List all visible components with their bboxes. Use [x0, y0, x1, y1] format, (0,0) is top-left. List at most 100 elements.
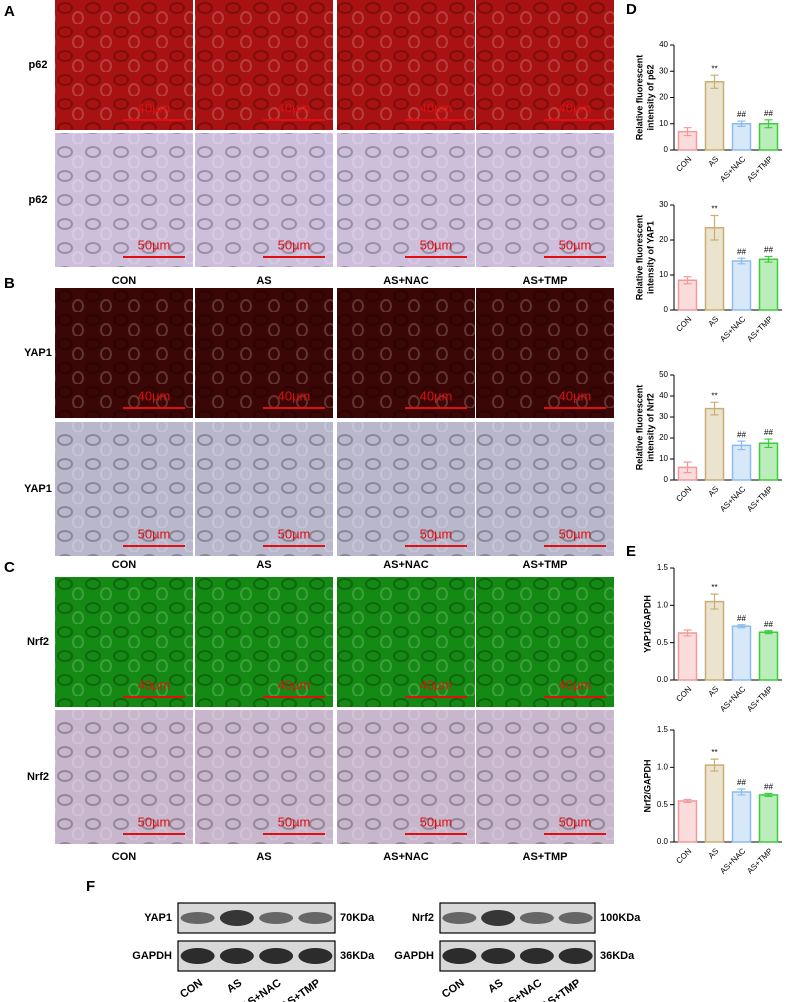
- y-tick-label: 1.0: [657, 600, 669, 609]
- error-bar: [683, 461, 692, 474]
- scale-label: 50µm: [559, 237, 592, 252]
- panel-label: A: [4, 3, 15, 20]
- scale-label: 50µm: [420, 237, 453, 252]
- error-bar: [737, 440, 746, 451]
- micrograph-texture: [476, 422, 614, 556]
- error-bar: [710, 74, 719, 89]
- error-bar: [710, 214, 719, 241]
- scale-label: 50µm: [138, 237, 171, 252]
- micrograph-texture: [337, 288, 475, 418]
- blot-size: 70KDa: [340, 912, 375, 924]
- row-label: Nrf2: [27, 636, 49, 648]
- significance: **: [711, 748, 717, 757]
- micrograph-texture: [337, 133, 475, 267]
- significance: ##: [764, 620, 773, 629]
- micrograph-texture: [337, 0, 475, 130]
- y-axis-label: Nrf2/GAPDH: [642, 759, 652, 812]
- significance: ##: [737, 430, 746, 439]
- y-tick-label: 0.0: [657, 675, 669, 684]
- micrograph-texture: [337, 710, 475, 844]
- row-label: p62: [29, 59, 48, 71]
- lane-label: AS: [225, 977, 244, 996]
- micrograph-texture: [195, 288, 333, 418]
- x-tick-label: AS+NAC: [718, 684, 747, 713]
- bar: [731, 444, 752, 481]
- panel-label: D: [626, 1, 637, 18]
- bar: [704, 407, 725, 481]
- lane-label: AS+NAC: [239, 977, 283, 1002]
- error-bar: [683, 276, 692, 285]
- micrograph-texture: [195, 577, 333, 707]
- blot-label: YAP1: [144, 912, 172, 924]
- scale-label: 50µm: [420, 814, 453, 829]
- significance: ##: [737, 778, 746, 787]
- y-axis-label: intensity of YAP1: [645, 221, 655, 294]
- bar: [677, 279, 698, 311]
- significance: ##: [764, 783, 773, 792]
- bar: [758, 258, 779, 311]
- bar: [704, 764, 725, 843]
- bar: [704, 81, 725, 151]
- blot-band: [442, 948, 477, 964]
- x-tick-label: AS: [706, 155, 720, 169]
- y-axis-label: intensity of p62: [645, 64, 655, 130]
- micrograph-texture: [476, 133, 614, 267]
- micrograph-texture: [476, 710, 614, 844]
- y-tick-label: 20: [659, 93, 668, 102]
- y-axis-label: Relative fluorescent: [634, 215, 644, 301]
- scale-label: 40µm: [278, 388, 311, 403]
- y-tick-label: 0: [664, 475, 669, 484]
- bar: [758, 794, 779, 843]
- y-tick-label: 30: [659, 66, 668, 75]
- y-axis-label: intensity of Nrf2: [645, 393, 655, 462]
- row-label: YAP1: [24, 483, 52, 495]
- error-bar: [683, 629, 692, 637]
- micrograph-texture: [55, 710, 193, 844]
- y-tick-label: 10: [659, 119, 668, 128]
- bar: [677, 632, 698, 681]
- significance: ##: [764, 428, 773, 437]
- micrograph-texture: [195, 710, 333, 844]
- x-tick-label: CON: [674, 314, 693, 333]
- blot-label: GAPDH: [394, 950, 434, 962]
- micrograph-texture: [55, 133, 193, 267]
- micrograph-texture: [55, 422, 193, 556]
- y-tick-label: 40: [659, 40, 668, 49]
- error-bar: [710, 401, 719, 416]
- significance: **: [711, 391, 717, 400]
- error-bar: [737, 120, 746, 127]
- significance: **: [711, 583, 717, 592]
- error-bar: [737, 788, 746, 796]
- error-bar: [764, 792, 773, 798]
- bar: [731, 260, 752, 311]
- x-tick-label: AS+NAC: [718, 846, 747, 875]
- error-bar: [764, 630, 773, 635]
- scale-label: 50µm: [138, 814, 171, 829]
- group-label: AS+NAC: [383, 559, 429, 571]
- error-bar: [764, 438, 773, 449]
- y-axis-label: Relative fluorescent: [634, 55, 644, 141]
- y-tick-label: 1.5: [657, 563, 669, 572]
- x-tick-label: AS: [706, 847, 720, 861]
- y-tick-label: 0: [664, 305, 669, 314]
- bar: [677, 800, 698, 843]
- micrograph-texture: [476, 577, 614, 707]
- micrograph-texture: [337, 577, 475, 707]
- scale-label: 40µm: [420, 388, 453, 403]
- significance: **: [711, 205, 717, 214]
- lane-label: AS+TMP: [539, 977, 583, 1002]
- x-tick-label: AS+TMP: [745, 485, 774, 514]
- group-label: CON: [112, 275, 137, 287]
- row-label: YAP1: [24, 347, 52, 359]
- panel-label: F: [86, 878, 95, 895]
- scale-label: 40µm: [138, 100, 171, 115]
- micrograph-texture: [337, 422, 475, 556]
- micrograph-texture: [195, 133, 333, 267]
- scale-label: 50µm: [138, 526, 171, 541]
- x-tick-label: AS+TMP: [745, 847, 774, 876]
- bar: [731, 791, 752, 843]
- y-tick-label: 30: [659, 412, 668, 421]
- blot-band: [298, 948, 333, 964]
- scale-label: 40µm: [420, 677, 453, 692]
